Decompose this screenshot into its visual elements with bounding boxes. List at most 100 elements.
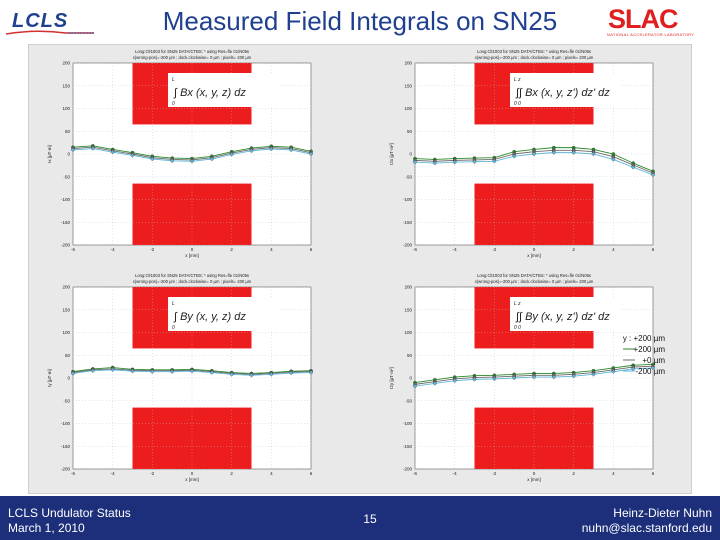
data-point	[269, 146, 274, 152]
data-point	[650, 172, 656, 178]
y-tick-label: 150	[404, 83, 412, 88]
y-tick-label: -150	[403, 444, 413, 449]
formula-box	[168, 73, 278, 107]
x-tick-label: 4	[270, 471, 273, 476]
chart-tr: Long:ClI1003 for SN25 DATA/CTBS: * using…	[389, 49, 656, 258]
x-tick-label: 0	[191, 471, 194, 476]
x-tick-label: 6	[310, 471, 313, 476]
formula-main: ∫ Bx (x, y, z) dz	[173, 87, 246, 99]
data-point	[189, 368, 195, 374]
data-point	[571, 150, 576, 155]
chart-header-line2: x(wrong-pos)=-200 µm ; dock.clockwise= 0…	[133, 279, 252, 284]
footer-event: LCLS Undulator Status	[8, 506, 131, 520]
y-tick-label: -50	[405, 398, 412, 403]
data-point	[650, 365, 656, 371]
data-point	[150, 369, 155, 374]
data-point	[209, 370, 215, 375]
y-tick-label: 200	[404, 285, 412, 290]
chart-bl: Long:ClI1003 for SN25 DATA/CTBS: * using…	[47, 273, 314, 482]
y-tick-label: 0	[409, 376, 412, 381]
lcls-logo: LCLS	[12, 10, 69, 32]
figure-panel: Long:ClI1003 for SN25 DATA/CTBS: * using…	[28, 44, 692, 494]
formula-lower-limit: 0 0	[514, 325, 521, 331]
data-point	[70, 147, 76, 153]
y-axis-label: I2y [µT·m²]	[389, 367, 394, 389]
y-tick-label: -200	[403, 243, 413, 248]
formula-lower-limit: 0	[172, 101, 175, 107]
y-tick-label: 0	[67, 152, 70, 157]
x-tick-label: -4	[111, 471, 115, 476]
y-tick-label: 50	[65, 353, 71, 358]
data-point	[630, 164, 636, 170]
data-point	[150, 156, 155, 162]
chart-tl: Long:ClI1003 for SN25 DATA/CTBS: * using…	[47, 49, 314, 258]
data-point	[472, 377, 477, 382]
data-point	[432, 160, 438, 166]
data-point	[412, 383, 418, 389]
x-tick-label: -4	[111, 247, 115, 252]
y-tick-label: -100	[61, 197, 71, 202]
legend-entry: -200 µm	[635, 367, 665, 376]
x-tick-label: 2	[230, 471, 233, 476]
x-axis-label: x [mm]	[185, 253, 199, 258]
x-tick-label: 6	[652, 471, 655, 476]
y-tick-label: -200	[61, 243, 71, 248]
x-tick-label: 6	[652, 247, 655, 252]
data-point	[249, 373, 254, 378]
x-tick-label: -2	[150, 247, 154, 252]
x-tick-label: -6	[71, 471, 75, 476]
data-point	[611, 157, 616, 162]
x-tick-label: -4	[453, 247, 457, 252]
legend: y : +200 µm +200 µm +0 µm -200 µm	[623, 334, 666, 376]
y-tick-label: -50	[63, 174, 70, 179]
y-tick-label: -150	[61, 444, 71, 449]
data-point	[611, 369, 616, 374]
data-point	[189, 159, 195, 164]
footer-author: Heinz-Dieter Nuhn	[613, 506, 712, 520]
formula-box	[510, 73, 620, 107]
y-tick-label: 200	[62, 61, 70, 66]
y-axis-label: Iy [µT·m]	[47, 369, 52, 387]
legend-title: y : +200 µm	[623, 334, 666, 343]
x-axis-label: x [mm]	[185, 477, 199, 482]
y-tick-label: 100	[62, 330, 70, 335]
x-axis-label: x [mm]	[527, 253, 541, 258]
footer-left: LCLS Undulator Status March 1, 2010	[8, 506, 131, 536]
chart-header-line2: x(wrong-pos)=-200 µm ; dock.clockwise= 0…	[475, 55, 594, 60]
y-tick-label: -100	[61, 421, 71, 426]
data-point	[472, 159, 477, 164]
data-point	[90, 368, 96, 373]
data-point	[130, 368, 135, 374]
lcls-swoosh-icon	[6, 30, 94, 35]
legend-entry: +0 µm	[642, 356, 665, 365]
y-tick-label: 100	[404, 330, 412, 335]
slac-logo-subtitle: NATIONAL ACCELERATOR LABORATORY	[607, 32, 695, 37]
y-tick-label: 50	[407, 129, 413, 134]
data-point	[209, 156, 215, 162]
y-tick-label: 150	[62, 307, 70, 312]
formula-lower-limit: 0	[172, 325, 175, 331]
x-tick-label: 2	[572, 247, 575, 252]
data-point	[492, 376, 497, 382]
y-tick-label: -200	[61, 467, 71, 472]
chart-header-line1: Long:ClI1003 for SN25 DATA/CTBS: * using…	[477, 49, 591, 54]
y-tick-label: 100	[404, 106, 412, 111]
y-tick-label: 0	[67, 376, 70, 381]
data-point	[511, 154, 517, 159]
data-point	[551, 374, 557, 380]
data-point	[571, 373, 576, 379]
footer-email: nuhn@slac.stanford.edu	[581, 521, 712, 535]
data-point	[70, 371, 76, 376]
x-axis-label: x [mm]	[527, 477, 541, 482]
data-point	[288, 147, 294, 153]
formula-box	[510, 297, 620, 331]
y-tick-label: -150	[403, 220, 413, 225]
chart-header-line2: x(wrong-pos)=-200 µm ; dock.clockwise= 0…	[475, 279, 594, 284]
x-tick-label: -2	[492, 471, 496, 476]
data-point	[308, 151, 314, 157]
slide-header: LCLS Measured Field Integrals on SN25 SL…	[0, 0, 720, 44]
legend-entry: +200 µm	[633, 345, 665, 354]
data-point	[249, 148, 254, 154]
x-tick-label: 4	[270, 247, 273, 252]
x-tick-label: 2	[230, 247, 233, 252]
